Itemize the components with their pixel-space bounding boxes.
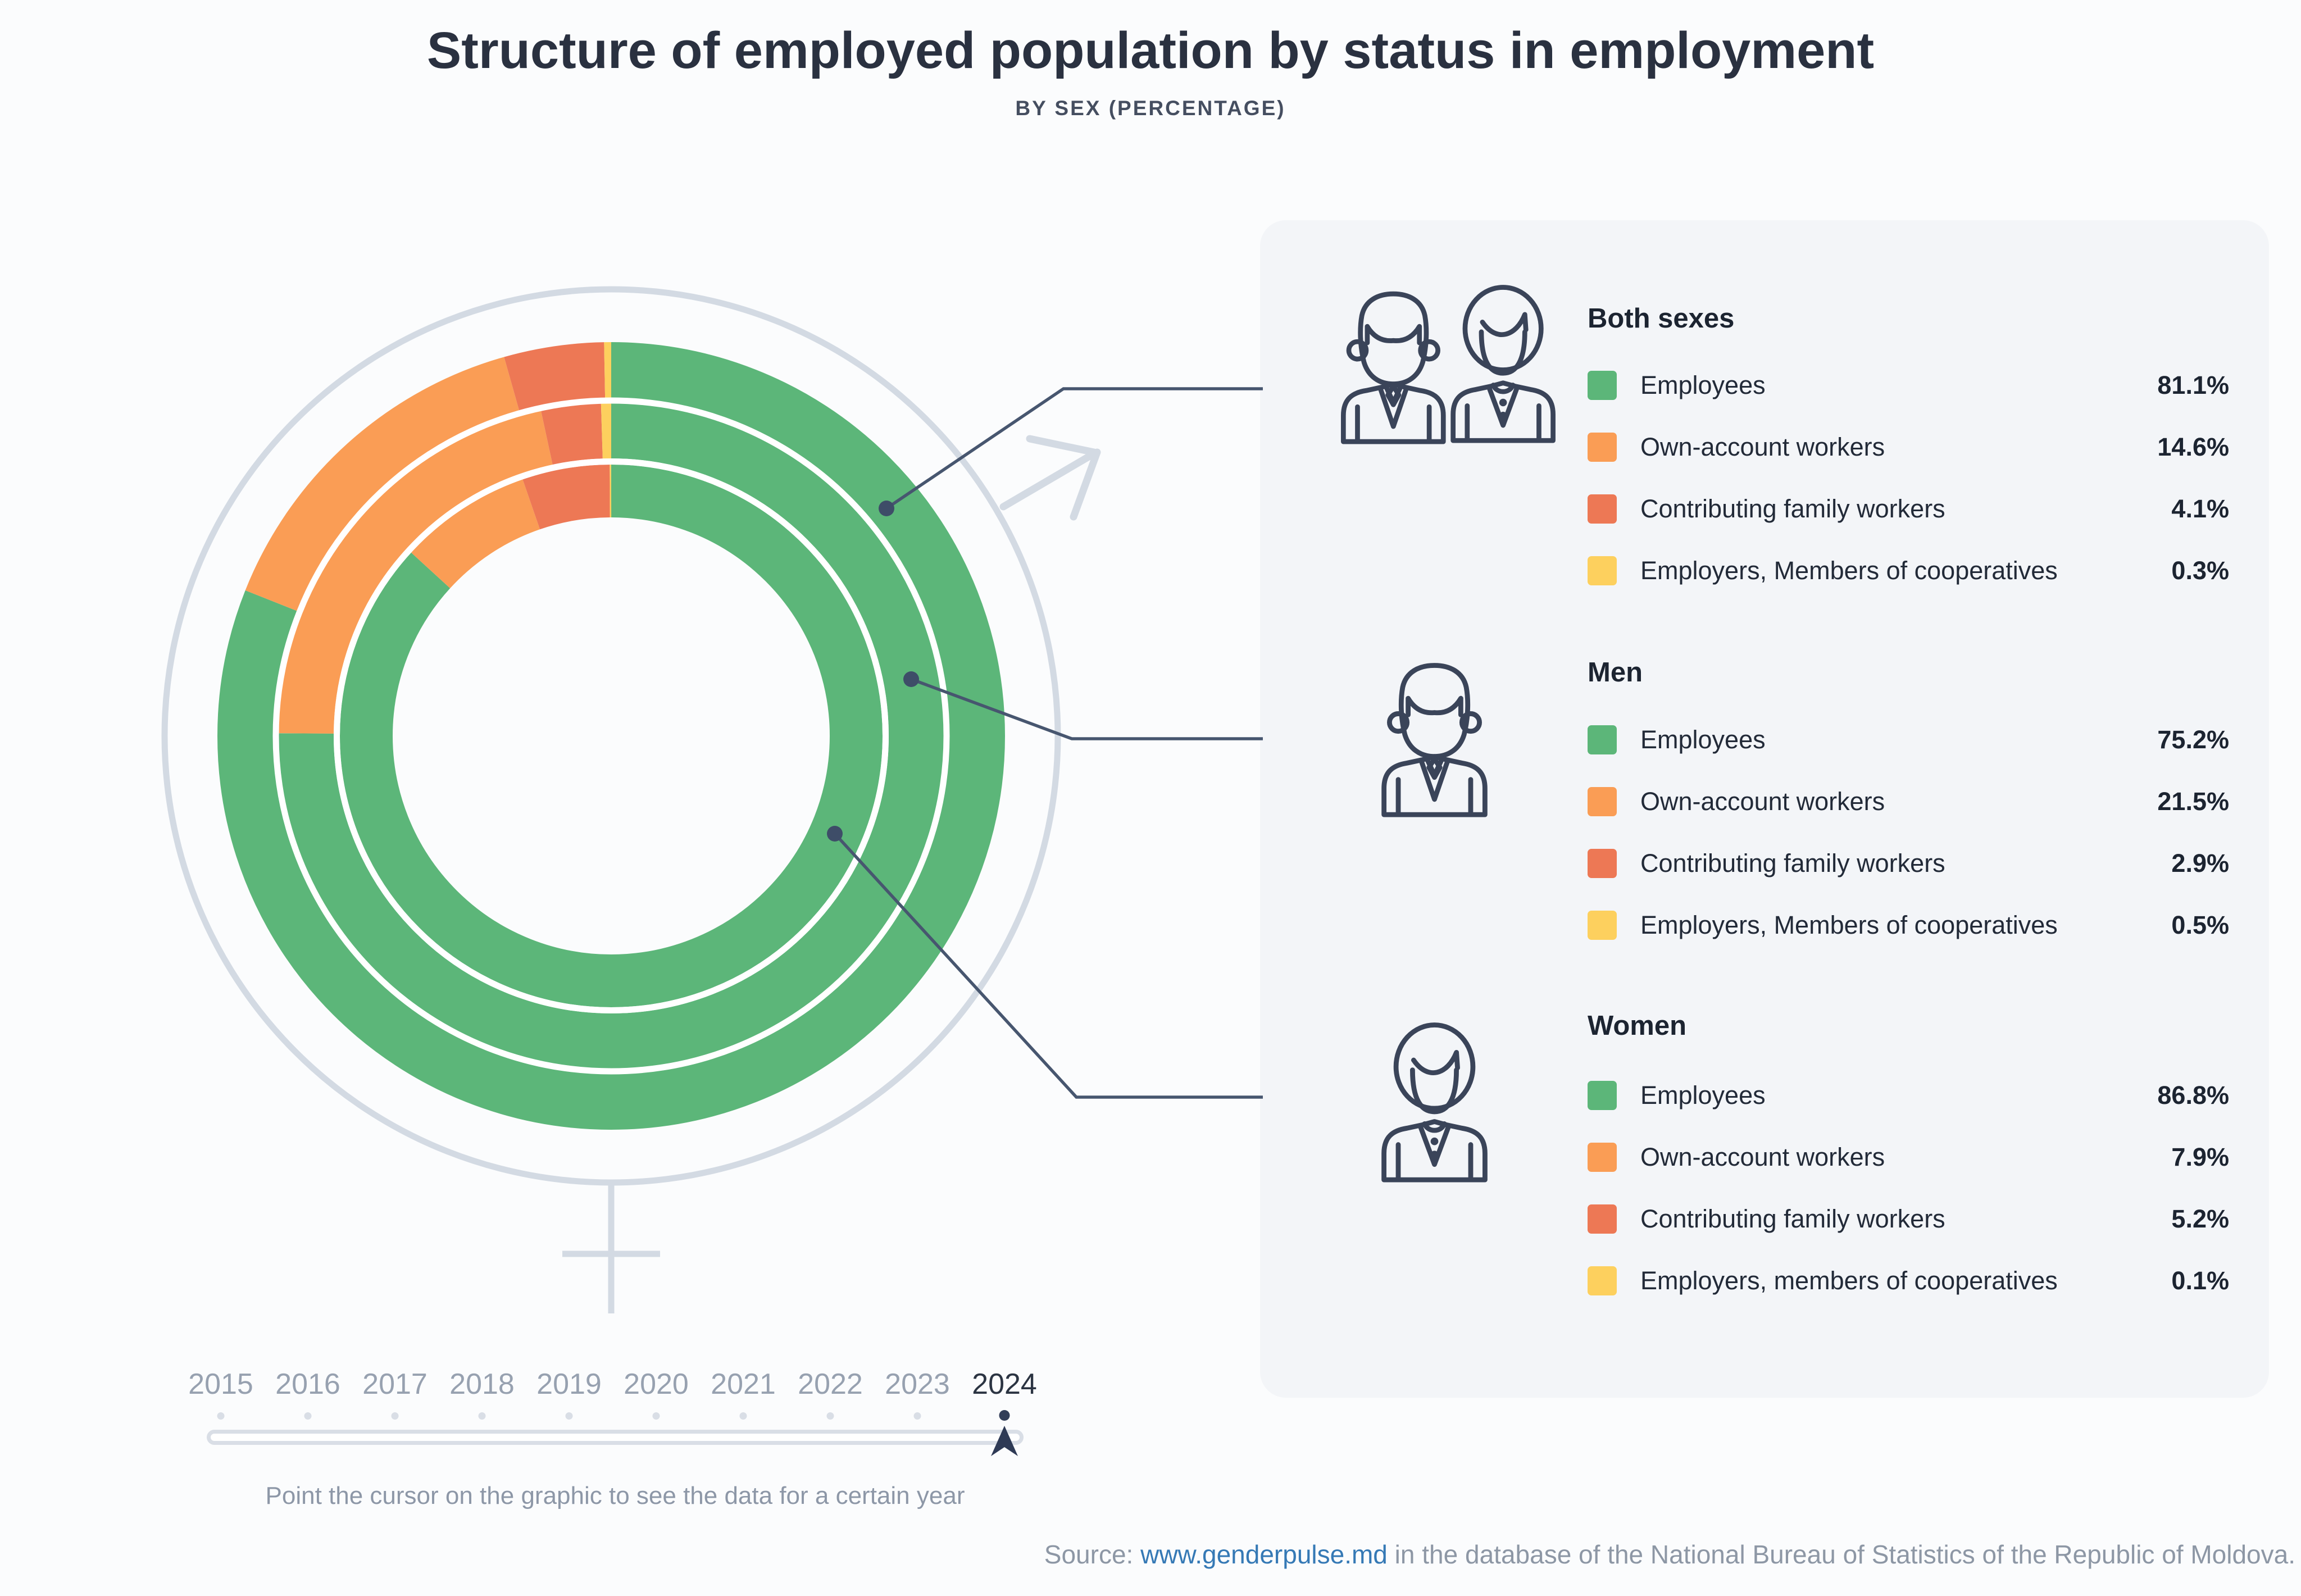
year-label-2020[interactable]: 2020	[624, 1368, 689, 1401]
source-suffix: in the database of the National Bureau o…	[1387, 1540, 2295, 1569]
ring-separator-inner	[334, 458, 889, 1013]
year-dot-2021	[739, 1412, 747, 1420]
legend-row: Employees 75.2%	[1588, 724, 2229, 756]
year-dot-2022	[826, 1412, 834, 1420]
legend-row: Employees 81.1%	[1588, 369, 2229, 402]
year-dot-2020	[652, 1412, 660, 1420]
legend-value: 21.5%	[2157, 787, 2229, 816]
legend-header-men: Men	[1588, 657, 1643, 688]
legend-row: Employers, Members of cooperatives 0.3%	[1588, 554, 2229, 587]
female-cross-icon	[562, 1183, 660, 1313]
employees-color-chip	[1588, 371, 1617, 400]
legend-value: 7.9%	[2171, 1143, 2229, 1171]
family-workers-color-chip	[1588, 494, 1617, 524]
legend-row: Contributing family workers 2.9%	[1588, 847, 2229, 880]
connector-line-men	[911, 677, 1263, 740]
timeline-hint: Point the cursor on the graphic to see t…	[265, 1482, 965, 1509]
family-workers-color-chip	[1588, 1204, 1617, 1234]
legend-label: Employers, members of cooperatives	[1640, 1266, 2058, 1295]
legend-row: Own-account workers 21.5%	[1588, 785, 2229, 818]
legend-value: 81.1%	[2157, 371, 2229, 399]
legend-value: 0.1%	[2171, 1266, 2229, 1295]
legend-row: Employers, members of cooperatives 0.1%	[1588, 1265, 2229, 1297]
year-label-2019[interactable]: 2019	[536, 1368, 602, 1401]
legend-value: 86.8%	[2157, 1081, 2229, 1110]
legend-label: Employers, Members of cooperatives	[1640, 556, 2058, 585]
year-label-2021[interactable]: 2021	[711, 1368, 776, 1401]
legend-row: Contributing family workers 4.1%	[1588, 493, 2229, 525]
male-arrow-icon	[999, 435, 1101, 521]
ring-segment-men-employers-members-of-cooperatives[interactable]	[279, 403, 944, 1068]
year-label-2024[interactable]: 2024	[972, 1368, 1037, 1401]
connector-line-both-sexes	[885, 387, 1263, 510]
year-dot-2017	[391, 1412, 399, 1420]
connector-dot-women	[827, 826, 843, 842]
legend-label: Contributing family workers	[1640, 494, 1945, 523]
legend-row: Employers, Members of cooperatives 0.5%	[1588, 909, 2229, 942]
employers-color-chip	[1588, 556, 1617, 585]
own-account-color-chip	[1588, 433, 1617, 462]
legend-label: Employees	[1640, 371, 1766, 399]
page-subtitle: BY SEX (PERCENTAGE)	[1015, 97, 1286, 120]
page-title: Structure of employed population by stat…	[426, 22, 1875, 79]
legend-label: Employees	[1640, 1081, 1766, 1110]
legend-header-both-sexes: Both sexes	[1588, 303, 1735, 334]
legend-value: 14.6%	[2157, 433, 2229, 461]
year-label-2015[interactable]: 2015	[188, 1368, 253, 1401]
ring-segment-women-employers-members-of-cooperatives[interactable]	[340, 465, 883, 1007]
legend-header-women: Women	[1588, 1011, 1687, 1041]
ring-separator-outer	[272, 397, 950, 1075]
legend-value: 0.5%	[2171, 911, 2229, 939]
connector-dot-both-sexes	[879, 501, 894, 516]
legend-value: 0.3%	[2171, 556, 2229, 585]
source-prefix: Source:	[1044, 1540, 1141, 1569]
man-woman-icon	[1340, 285, 1556, 444]
legend-label: Employees	[1640, 725, 1766, 754]
legend-value: 5.2%	[2171, 1204, 2229, 1233]
legend-row: Own-account workers 7.9%	[1588, 1141, 2229, 1174]
year-dot-2024[interactable]	[999, 1410, 1010, 1421]
man-icon	[1381, 663, 1488, 817]
donut-rings[interactable]	[217, 342, 1005, 1130]
own-account-color-chip	[1588, 1143, 1617, 1172]
source-line: Source: www.genderpulse.md in the databa…	[1044, 1539, 2295, 1570]
employers-color-chip	[1588, 911, 1617, 940]
connector-line-women	[833, 833, 1263, 1099]
legend-label: Employers, Members of cooperatives	[1640, 911, 2058, 939]
legend-value: 75.2%	[2157, 725, 2229, 754]
year-dot-2019	[565, 1412, 573, 1420]
legend-label: Contributing family workers	[1640, 849, 1945, 877]
year-dot-2018	[478, 1412, 486, 1420]
legend-row: Own-account workers 14.6%	[1588, 431, 2229, 463]
year-dot-2015	[217, 1412, 225, 1420]
legend-label: Own-account workers	[1640, 1143, 1885, 1171]
employees-color-chip	[1588, 725, 1617, 754]
year-label-2016[interactable]: 2016	[275, 1368, 340, 1401]
legend-value: 4.1%	[2171, 494, 2229, 523]
year-label-2018[interactable]: 2018	[449, 1368, 515, 1401]
legend-label: Contributing family workers	[1640, 1204, 1945, 1233]
year-label-2022[interactable]: 2022	[798, 1368, 863, 1401]
ring-segment-both-sexes-employers-members-of-cooperatives[interactable]	[217, 342, 1005, 1130]
woman-icon	[1381, 1022, 1488, 1183]
year-label-2023[interactable]: 2023	[885, 1368, 950, 1401]
legend-row: Contributing family workers 5.2%	[1588, 1203, 2229, 1235]
connector-dot-men	[903, 671, 919, 687]
employers-color-chip	[1588, 1266, 1617, 1295]
year-label-2017[interactable]: 2017	[362, 1368, 428, 1401]
own-account-color-chip	[1588, 787, 1617, 816]
legend-value: 2.9%	[2171, 849, 2229, 877]
family-workers-color-chip	[1588, 849, 1617, 878]
employees-color-chip	[1588, 1081, 1617, 1110]
year-dot-2016	[304, 1412, 312, 1420]
source-link[interactable]: www.genderpulse.md	[1140, 1540, 1388, 1569]
legend-label: Own-account workers	[1640, 433, 1885, 461]
legend-label: Own-account workers	[1640, 787, 1885, 816]
legend-row: Employees 86.8%	[1588, 1079, 2229, 1112]
year-dot-2023	[913, 1412, 921, 1420]
timeline-cursor[interactable]	[988, 1422, 1021, 1459]
timeline-slider-track[interactable]	[207, 1430, 1024, 1445]
